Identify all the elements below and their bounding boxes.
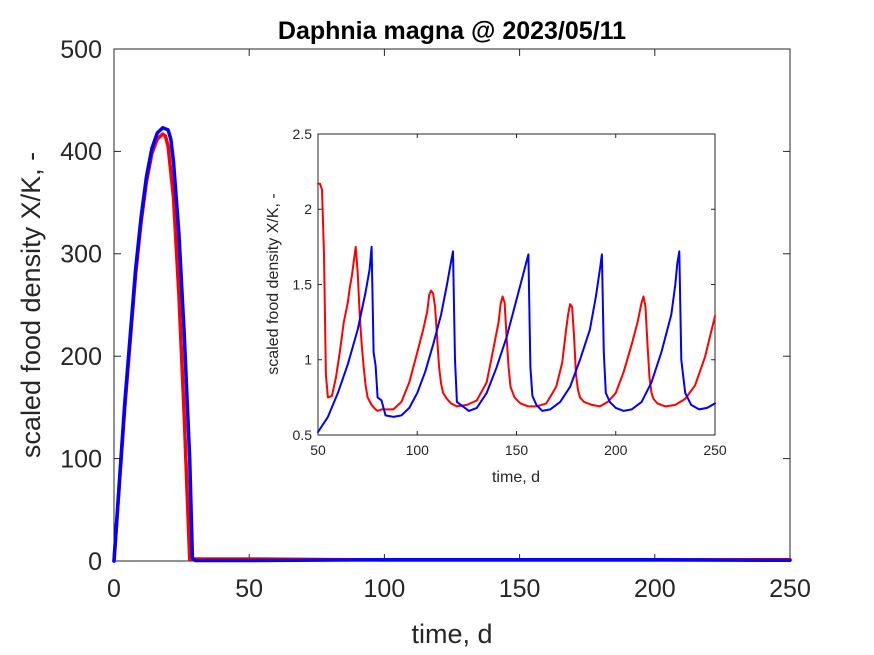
inset-axes: 50 100 150 200 250 0.5 1 1.5 2 2.5 time, d scale… — [265, 126, 727, 486]
main-x-axis-label: time, d — [411, 619, 492, 649]
main-x-tick-label: 200 — [634, 575, 676, 603]
main-x-ticks: 0 50 100 150 200 250 — [107, 49, 811, 603]
main-x-tick-label: 50 — [235, 575, 263, 603]
main-y-ticks: 0 100 200 300 400 500 — [60, 36, 790, 576]
main-x-tick-label: 150 — [499, 575, 541, 603]
inset-x-tick-label: 50 — [310, 442, 326, 458]
main-x-tick-label: 250 — [769, 575, 811, 603]
inset-series-lines — [317, 182, 716, 433]
main-y-tick-label: 300 — [60, 241, 102, 269]
inset-y-tick-label: 2.5 — [293, 126, 313, 142]
main-series-line-blue — [112, 126, 792, 563]
inset-x-axis-label: time, d — [492, 469, 540, 486]
inset-x-tick-label: 250 — [703, 442, 727, 458]
inset-y-tick-label: 1 — [304, 352, 312, 368]
inset-x-tick-label: 100 — [406, 442, 430, 458]
main-y-tick-label: 0 — [88, 548, 102, 576]
main-x-tick-label: 100 — [364, 575, 406, 603]
inset-plot-area — [317, 133, 716, 436]
inset-series-line-blue — [317, 245, 716, 433]
inset-y-tick-label: 1.5 — [293, 276, 313, 292]
main-y-axis-label: scaled food density X/K, - — [16, 152, 46, 458]
inset-y-ticks: 0.5 1 1.5 2 2.5 — [293, 126, 715, 443]
main-series-lines — [112, 126, 792, 563]
main-y-tick-label: 500 — [60, 36, 102, 64]
inset-series-line-red — [317, 182, 716, 412]
inset-y-tick-label: 2 — [304, 201, 312, 217]
inset-y-axis-label: scaled food density X/K, - — [265, 193, 282, 374]
inset-x-tick-label: 150 — [505, 442, 529, 458]
chart-title: Daphnia magna @ 2023/05/11 — [278, 17, 626, 45]
inset-y-tick-label: 0.5 — [293, 427, 313, 443]
main-y-tick-label: 100 — [60, 445, 102, 473]
main-x-tick-label: 0 — [107, 575, 121, 603]
inset-x-ticks: 50 100 150 200 250 — [310, 134, 727, 458]
main-y-tick-label: 400 — [60, 138, 102, 166]
main-y-tick-label: 200 — [60, 343, 102, 371]
inset-x-tick-label: 200 — [604, 442, 628, 458]
